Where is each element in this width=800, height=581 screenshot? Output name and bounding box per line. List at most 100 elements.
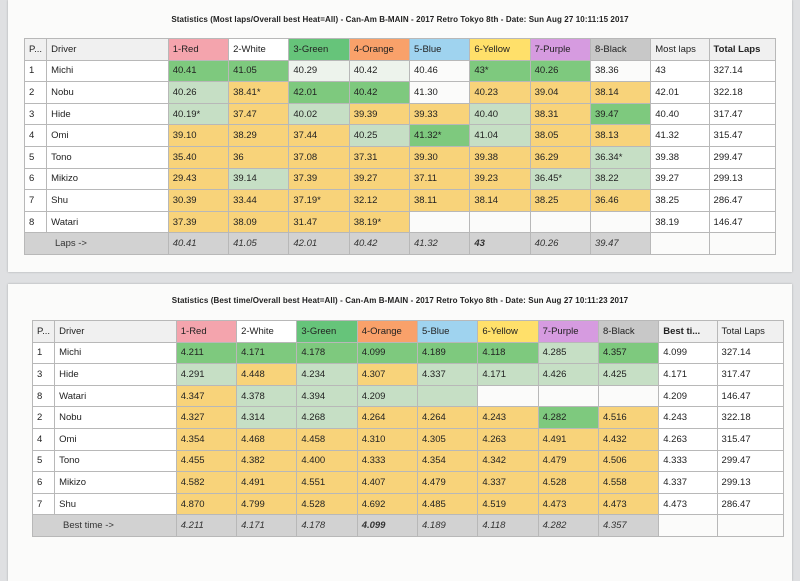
- lane-white-cell: 36: [228, 145, 290, 169]
- header-driver[interactable]: Driver: [46, 38, 169, 61]
- table-row[interactable]: 5 Tono 35.40 36 37.08 37.31 39.30 39.38 36.29 36.…: [23, 145, 777, 169]
- header-row: P... Driver 1-Red 2-White 3-Green 4-Oran…: [31, 320, 785, 343]
- header-white[interactable]: 2-White: [228, 38, 290, 61]
- header-yellow[interactable]: 6-Yellow: [477, 320, 539, 343]
- best-time-cell: 4.333: [658, 449, 718, 473]
- header-total-laps[interactable]: Total Laps: [708, 38, 777, 61]
- footer-empty: [708, 232, 777, 255]
- position-cell: 5: [31, 449, 56, 473]
- driver-name: Michi: [54, 341, 177, 365]
- header-yellow[interactable]: 6-Yellow: [469, 38, 531, 61]
- header-driver[interactable]: Driver: [54, 320, 177, 343]
- header-red[interactable]: 1-Red: [175, 320, 238, 343]
- position-cell: 3: [31, 363, 56, 386]
- table-row[interactable]: 6 Mikizo 29.43 39.14 37.39 39.27 37.11 39.23 36.…: [23, 167, 777, 191]
- lane-blue-cell: 4.479: [416, 471, 479, 494]
- header-purple[interactable]: 7-Purple: [529, 38, 591, 61]
- driver-name: Watari: [54, 384, 177, 408]
- header-green[interactable]: 3-Green: [288, 38, 350, 61]
- driver-name: Tono: [46, 145, 169, 169]
- lane-orange-cell: 40.25: [348, 124, 411, 147]
- lane-red-cell: 4.327: [175, 406, 238, 429]
- lane-purple-cell: 4.282: [537, 406, 599, 429]
- lane-red-cell: 40.19*: [167, 102, 230, 126]
- header-white[interactable]: 2-White: [236, 320, 298, 343]
- total-laps-cell: 299.13: [716, 471, 785, 494]
- header-green[interactable]: 3-Green: [296, 320, 358, 343]
- header-orange[interactable]: 4-Orange: [348, 38, 411, 61]
- table-row[interactable]: 7 Shu 4.870 4.799 4.528 4.692 4.485 4.519 4.473 4…: [31, 492, 785, 516]
- table-row[interactable]: 4 Omi 4.354 4.468 4.458 4.310 4.305 4.263 4.491 4…: [31, 427, 785, 451]
- table-row[interactable]: 3 Hide 40.19* 37.47 40.02 39.39 39.33 40.40 38.3…: [23, 102, 777, 126]
- table-row[interactable]: 5 Tono 4.455 4.382 4.400 4.333 4.354 4.342 4.479…: [31, 449, 785, 473]
- lane-white-cell: 41.05: [228, 59, 290, 83]
- header-red[interactable]: 1-Red: [167, 38, 230, 61]
- footer-label: Best time ->: [32, 514, 177, 537]
- header-total-laps[interactable]: Total Laps: [716, 320, 785, 343]
- lane-green-cell: 4.268: [296, 406, 358, 429]
- table-row[interactable]: 8 Watari 37.39 38.09 31.47 38.19* 38.19 146.47: [23, 210, 777, 234]
- table-row[interactable]: 3 Hide 4.291 4.448 4.234 4.307 4.337 4.171 4.426…: [31, 363, 785, 386]
- lane-blue-cell: 4.354: [416, 449, 479, 473]
- table-row[interactable]: 2 Nobu 4.327 4.314 4.268 4.264 4.264 4.243 4.282…: [31, 406, 785, 429]
- table-row[interactable]: 1 Michi 40.41 41.05 40.29 40.42 40.46 43* 40.26 3…: [23, 59, 777, 83]
- lane-red-cell: 4.354: [175, 427, 238, 451]
- lane-blue-cell: 38.11: [408, 189, 471, 212]
- total-laps-cell: 299.13: [708, 167, 777, 191]
- laps-title: Statistics (Most laps/Overall best Heat=…: [171, 15, 629, 24]
- driver-name: Watari: [46, 210, 169, 234]
- total-laps-cell: 327.14: [708, 59, 777, 83]
- lane-blue-cell: 4.485: [416, 492, 479, 516]
- lane-red-cell: 4.455: [175, 449, 238, 473]
- lane-orange-cell: 4.407: [356, 471, 419, 494]
- header-pos[interactable]: P...: [23, 38, 48, 61]
- total-laps-cell: 322.18: [708, 81, 777, 104]
- lane-yellow-cell: 4.118: [477, 341, 539, 365]
- footer-black-value: 4.357: [597, 514, 660, 537]
- footer-blue-value: 41.32: [408, 232, 471, 255]
- header-blue[interactable]: 5-Blue: [408, 38, 471, 61]
- lane-orange-cell: 32.12: [348, 189, 411, 212]
- table-row[interactable]: 1 Michi 4.211 4.171 4.178 4.099 4.189 4.118 4.28…: [31, 341, 785, 365]
- lane-purple-cell: 4.473: [537, 492, 599, 516]
- most-laps-cell: 38.19: [650, 210, 710, 234]
- header-black[interactable]: 8-Black: [597, 320, 660, 343]
- best-time-cell: 4.473: [658, 492, 718, 516]
- lane-blue-cell: 37.11: [408, 167, 471, 191]
- table-row[interactable]: 7 Shu 30.39 33.44 37.19* 32.12 38.11 38.14 38.25…: [23, 189, 777, 212]
- header-purple[interactable]: 7-Purple: [537, 320, 599, 343]
- lane-purple-cell: 38.31: [529, 102, 591, 126]
- footer-orange-value: 4.099: [356, 514, 419, 537]
- lane-yellow-cell: 4.171: [477, 363, 539, 386]
- lane-white-cell: 37.47: [228, 102, 290, 126]
- header-best-time[interactable]: Best ti...: [658, 320, 718, 343]
- lane-black-cell: 4.473: [597, 492, 660, 516]
- lane-red-cell: 29.43: [167, 167, 230, 191]
- lane-yellow-cell: 39.23: [469, 167, 531, 191]
- header-most-laps[interactable]: Most laps: [650, 38, 710, 61]
- lane-orange-cell: 4.209: [356, 384, 419, 408]
- table-row[interactable]: 2 Nobu 40.26 38.41* 42.01 40.42 41.30 40.23 39.0…: [23, 81, 777, 104]
- lane-black-cell: 38.14: [589, 81, 652, 104]
- lane-white-cell: 38.29: [228, 124, 290, 147]
- lane-red-cell: 37.39: [167, 210, 230, 234]
- header-orange[interactable]: 4-Orange: [356, 320, 419, 343]
- lane-purple-cell: 40.26: [529, 59, 591, 83]
- position-cell: 7: [23, 189, 48, 212]
- header-blue[interactable]: 5-Blue: [416, 320, 479, 343]
- driver-name: Tono: [54, 449, 177, 473]
- table-row[interactable]: 8 Watari 4.347 4.378 4.394 4.209 4.209 146.47: [31, 384, 785, 408]
- best-time-title: Statistics (Best time/Overall best Heat=…: [171, 296, 629, 305]
- header-pos[interactable]: P...: [31, 320, 56, 343]
- lane-white-cell: 39.14: [228, 167, 290, 191]
- lane-purple-cell: 39.04: [529, 81, 591, 104]
- footer-row: Best time -> 4.211 4.171 4.178 4.099 4.189 4.1…: [32, 514, 785, 537]
- lane-yellow-cell: 4.243: [477, 406, 539, 429]
- table-row[interactable]: 4 Omi 39.10 38.29 37.44 40.25 41.32* 41.04 38.05…: [23, 124, 777, 147]
- header-black[interactable]: 8-Black: [589, 38, 652, 61]
- lane-blue-cell: 41.30: [408, 81, 471, 104]
- total-laps-cell: 286.47: [708, 189, 777, 212]
- position-cell: 6: [31, 471, 56, 494]
- table-row[interactable]: 6 Mikizo 4.582 4.491 4.551 4.407 4.479 4.337 4.5…: [31, 471, 785, 494]
- lane-yellow-cell: 40.23: [469, 81, 531, 104]
